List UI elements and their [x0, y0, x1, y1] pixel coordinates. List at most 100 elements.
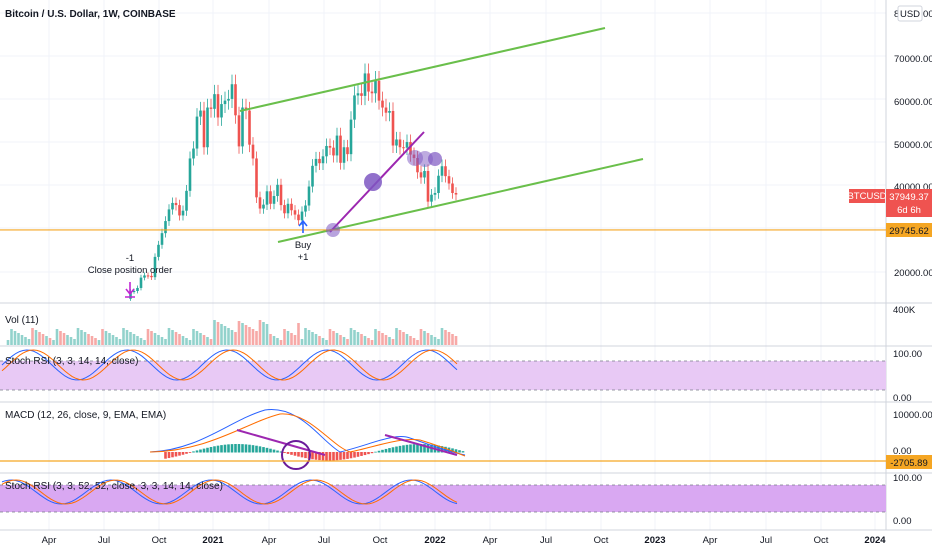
- candle: [157, 244, 160, 257]
- candle: [206, 107, 209, 148]
- volume-bar: [24, 337, 27, 345]
- volume-bar: [223, 326, 227, 345]
- candle: [293, 210, 297, 215]
- volume-bar: [83, 332, 87, 345]
- macd-bar: [332, 452, 335, 461]
- time-tick: Jul: [760, 535, 772, 546]
- macd-bar: [248, 444, 251, 453]
- volume-scale: 400K: [893, 305, 916, 316]
- volume-bar: [363, 336, 367, 345]
- volume-bar: [220, 324, 223, 345]
- volume-bar: [174, 332, 178, 345]
- candle: [307, 186, 311, 206]
- candle: [353, 95, 356, 120]
- candle: [419, 172, 423, 178]
- candle: [381, 100, 384, 108]
- candle: [290, 203, 293, 211]
- macd-bar: [416, 444, 419, 453]
- volume-bar: [409, 336, 412, 345]
- stoch-d-line: [1, 349, 458, 381]
- candle: [447, 176, 451, 184]
- candle: [402, 147, 405, 149]
- candle: [227, 98, 230, 101]
- volume-bar: [395, 328, 398, 345]
- candle: [269, 191, 272, 204]
- macd-bar: [206, 447, 209, 453]
- candle: [279, 184, 283, 206]
- volume-bar: [150, 331, 153, 345]
- volume-pane: Vol (11) 400K: [5, 305, 916, 345]
- volume-bar: [160, 337, 164, 345]
- volume-bar: [157, 335, 160, 345]
- volume-bar: [328, 329, 332, 345]
- volume-bar: [381, 333, 384, 345]
- volume-bar: [48, 338, 52, 345]
- volume-label: Vol (11): [5, 315, 39, 326]
- volume-bar: [262, 322, 265, 345]
- volume-bar: [454, 336, 458, 345]
- last-price-badge: [886, 189, 932, 217]
- volume-bar: [388, 337, 391, 345]
- macd-lines: [149, 409, 466, 470]
- price-axis[interactable]: 80000.00 USD 70000.00 60000.00 50000.00 …: [847, 5, 932, 279]
- macd-bar: [398, 445, 402, 453]
- volume-bar: [73, 339, 76, 345]
- candle: [160, 233, 164, 245]
- candle: [181, 210, 185, 216]
- candle: [241, 107, 244, 147]
- volume-bar: [178, 334, 181, 345]
- stoch-rsi-label: Stoch RSI (3, 3, 14, 14, close): [5, 356, 138, 367]
- volume-bar: [321, 338, 325, 345]
- candle: [248, 110, 251, 145]
- volume-bar: [293, 335, 297, 345]
- volume-bar: [276, 338, 279, 345]
- close-qty: -1: [126, 253, 134, 264]
- volume-bar: [269, 334, 272, 345]
- candle: [437, 175, 440, 194]
- currency-button[interactable]: [897, 5, 923, 22]
- macd-bar: [391, 447, 395, 453]
- volume-bar: [367, 338, 370, 345]
- candle: [314, 158, 318, 166]
- volume-bar: [104, 331, 108, 345]
- volume-bar: [216, 322, 220, 345]
- stoch-rsi-2-lines: [1, 479, 458, 505]
- volume-bar: [195, 331, 199, 345]
- volume-bar: [290, 333, 293, 345]
- candle: [132, 290, 136, 292]
- volume-bar: [192, 329, 195, 345]
- time-tick: Oct: [373, 535, 388, 546]
- volume-bar: [199, 333, 202, 345]
- macd-bar: [419, 444, 423, 453]
- drawings: [0, 27, 886, 243]
- candle: [174, 202, 178, 206]
- volume-bar: [108, 333, 111, 345]
- macd-bar: [328, 452, 332, 461]
- time-tick: Apr: [42, 535, 57, 546]
- candle: [346, 147, 349, 155]
- time-tick: 2022: [424, 535, 445, 546]
- macd-bar: [300, 452, 304, 458]
- candle: [258, 197, 262, 209]
- volume-bar: [440, 328, 444, 345]
- time-axis[interactable]: Apr Jul Oct 2021 Apr Jul Oct 2022 Apr Jul Oct 2023 A…: [42, 535, 887, 546]
- volume-bar: [437, 339, 440, 345]
- stoch-rsi-lines: [1, 349, 458, 381]
- volume-bar: [111, 335, 115, 345]
- macd-bar: [426, 444, 430, 453]
- volume-bar: [38, 332, 41, 345]
- macd-bar: [335, 452, 339, 461]
- volume-bar: [426, 333, 430, 345]
- macd-bar: [423, 444, 426, 453]
- volume-bar: [451, 334, 454, 345]
- volume-bar: [227, 328, 230, 345]
- candle: [356, 93, 360, 96]
- candle: [423, 170, 426, 178]
- price-tick: 20000.00: [894, 268, 932, 279]
- stoch-bottom: 0.00: [893, 393, 912, 404]
- stoch2-d-line: [1, 479, 458, 505]
- candle: [209, 107, 213, 109]
- candle: [136, 287, 139, 291]
- volume-bar: [332, 331, 335, 345]
